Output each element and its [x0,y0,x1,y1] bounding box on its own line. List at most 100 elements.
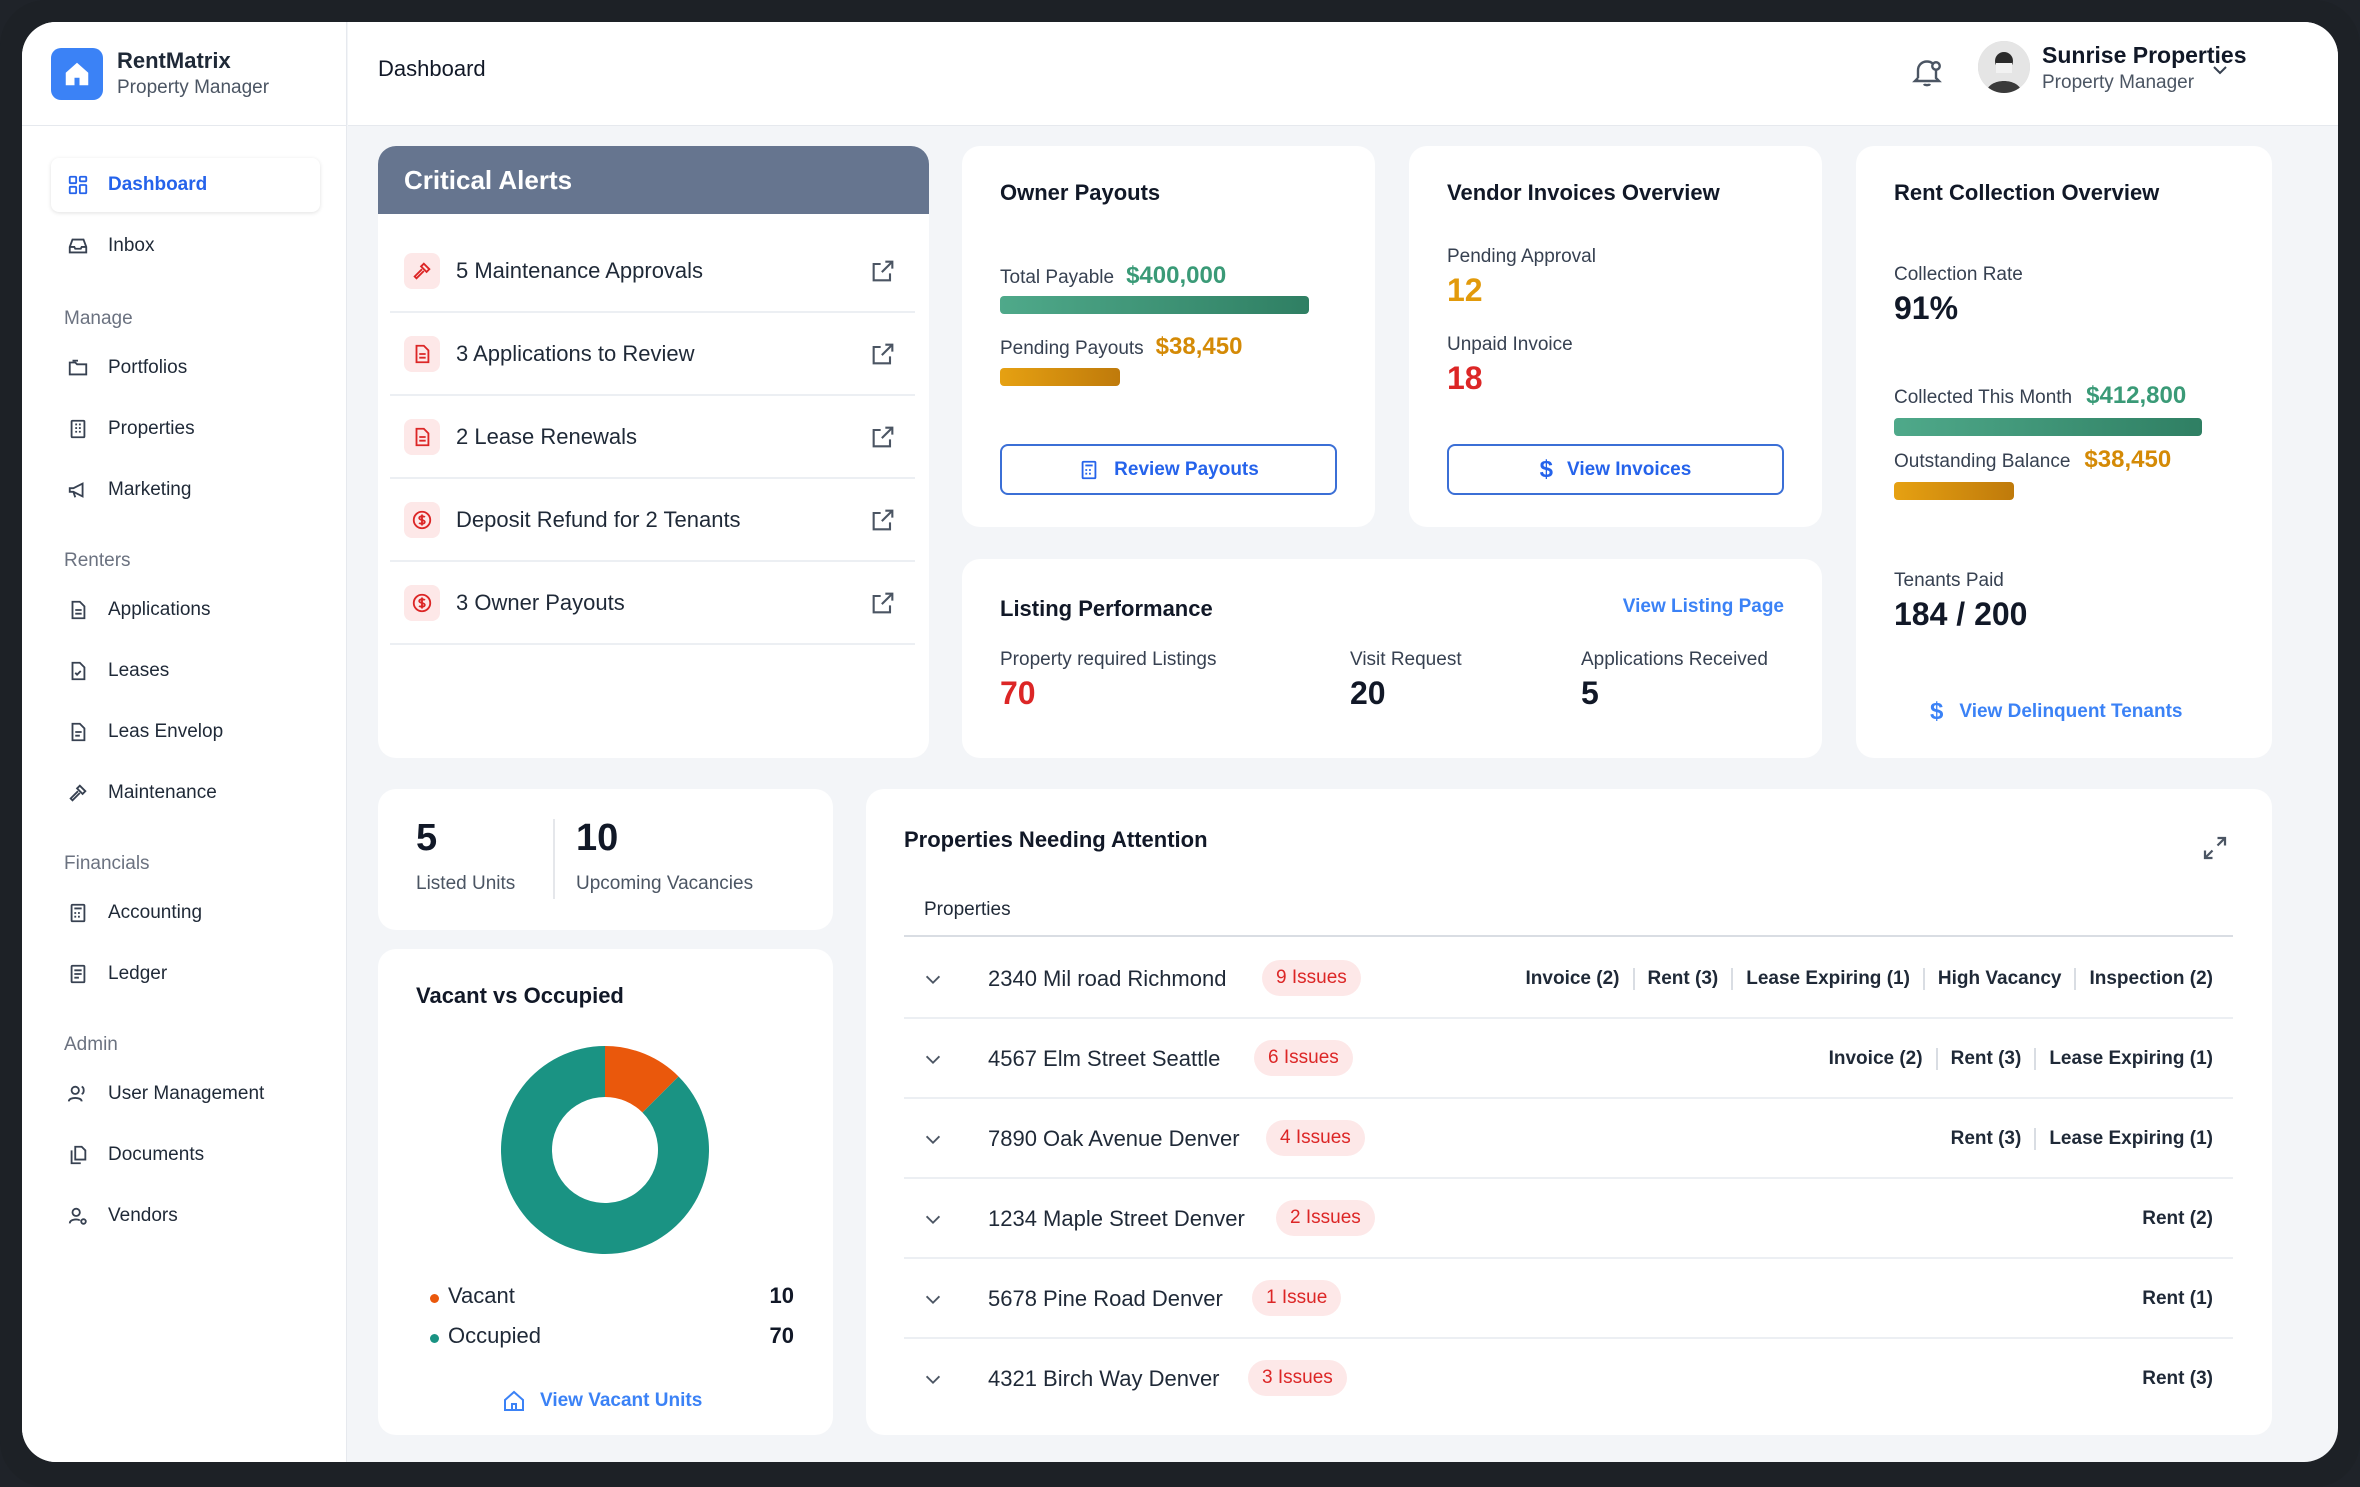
table-header: Properties [904,883,2233,937]
review-payouts-button[interactable]: Review Payouts [1000,444,1337,495]
chevron-down-icon[interactable] [922,1049,944,1071]
view-invoices-button[interactable]: $ View Invoices [1447,444,1784,495]
chevron-down-icon[interactable] [2208,58,2232,82]
units-summary-card: 5 Listed Units 10 Upcoming Vacancies [378,789,833,930]
listing-stat-value: 5 [1581,675,1599,711]
page-title: Dashboard [378,56,486,81]
alert-item[interactable]: 3 Owner Payouts [390,562,915,645]
file-icon [67,599,89,621]
external-link-icon[interactable] [869,506,897,534]
chevron-down-icon[interactable] [922,1129,944,1151]
pending-payouts-label: Pending Payouts [1000,338,1144,359]
external-link-icon[interactable] [869,589,897,617]
issue-tag[interactable]: Rent (3) [1950,1128,2022,1149]
sidebar-item-ledger[interactable]: Ledger [51,947,320,1001]
issue-tag[interactable]: Rent (3) [1935,1048,2035,1070]
issue-tags: Rent (3) [2129,1368,2213,1390]
issue-tag[interactable]: Invoice (2) [1525,968,1620,989]
section-admin: Admin [64,1034,118,1055]
pending-payouts-value: $38,450 [1155,333,1243,360]
view-delinquent-tenants-link[interactable]: $ View Delinquent Tenants [1930,698,2182,726]
issues-badge: 4 Issues [1266,1120,1365,1156]
alert-item[interactable]: 5 Maintenance Approvals [390,230,915,313]
sidebar-item-properties[interactable]: Properties [51,402,320,456]
alert-item[interactable]: 2 Lease Renewals [390,396,915,479]
avatar[interactable] [1978,41,2030,93]
alert-item[interactable]: 3 Applications to Review [390,313,915,396]
chevron-down-icon[interactable] [922,1369,944,1391]
table-row[interactable]: 4321 Birch Way Denver 3 Issues Rent (3) [904,1339,2233,1419]
calculator-icon [67,902,89,924]
table-row[interactable]: 5678 Pine Road Denver 1 Issue Rent (1) [904,1259,2233,1339]
listing-stat-value: 20 [1350,675,1386,711]
legend-label: Occupied [448,1323,541,1348]
user-role: Property Manager [2042,72,2195,93]
chevron-down-icon[interactable] [922,969,944,991]
hammer-icon [404,252,440,289]
sidebar-item-documents[interactable]: Documents [51,1128,320,1182]
table-row[interactable]: 1234 Maple Street Denver 2 Issues Rent (… [904,1179,2233,1259]
view-listing-page-link[interactable]: View Listing Page [1622,596,1784,617]
issue-tag[interactable]: Rent (3) [1632,968,1732,990]
section-manage: Manage [64,308,133,329]
property-name: 5678 Pine Road Denver [988,1286,1223,1311]
sidebar-item-label: Leas Envelop [108,721,224,742]
legend-item-vacant: Vacant 10 [430,1283,794,1323]
listing-stat-label: Applications Received [1581,649,1768,670]
sidebar-item-accounting[interactable]: Accounting [51,886,320,940]
sidebar-item-portfolios[interactable]: Portfolios [51,341,320,395]
issue-tag[interactable]: Lease Expiring (1) [1731,968,1923,990]
donut-slice-occupied [501,1046,709,1254]
notification-bell-icon[interactable] [1909,54,1945,90]
review-payouts-label: Review Payouts [1114,458,1259,480]
brand: RentMatrix Property Manager [22,22,346,126]
alert-label: 5 Maintenance Approvals [456,257,704,283]
outstanding-bar [1894,482,2014,500]
chevron-down-icon[interactable] [922,1209,944,1231]
table-row[interactable]: 7890 Oak Avenue Denver 4 Issues Rent (3)… [904,1099,2233,1179]
lease-icon [67,660,89,682]
sidebar-item-label: Vendors [108,1205,178,1226]
file-icon [404,335,440,372]
top-header: Dashboard Sunrise Properties Property Ma… [348,22,2338,126]
external-link-icon[interactable] [869,257,897,285]
issue-tags: Invoice (2) Rent (3) Lease Expiring (1) … [1513,968,2213,990]
listing-stat-label: Visit Request [1350,649,1462,670]
sidebar-item-vendors[interactable]: Vendors [51,1189,320,1243]
sidebar-item-inbox[interactable]: Inbox [51,219,320,273]
expand-icon[interactable] [2200,833,2230,863]
vacancy-title: Vacant vs Occupied [416,983,624,1008]
sidebar-item-leases[interactable]: Leases [51,644,320,698]
table-row[interactable]: 4567 Elm Street Seattle 6 Issues Invoice… [904,1019,2233,1099]
outstanding-balance-value: $38,450 [2084,446,2172,473]
sidebar-item-user-management[interactable]: User Management [51,1067,320,1121]
properties-attention-card: Properties Needing Attention Properties … [866,789,2272,1435]
sidebar-item-dashboard[interactable]: Dashboard [51,158,320,212]
issue-tag[interactable]: Lease Expiring (1) [2034,1128,2213,1150]
sidebar-item-maintenance[interactable]: Maintenance [51,766,320,820]
issue-tag[interactable]: Invoice (2) [1828,1048,1923,1069]
alert-item[interactable]: Deposit Refund for 2 Tenants [390,479,915,562]
issue-tag[interactable]: Lease Expiring (1) [2034,1048,2213,1070]
pending-approval-label: Pending Approval [1447,246,1596,267]
issue-tag[interactable]: High Vacancy [1922,968,2075,990]
dollar-icon: $ [1539,455,1554,483]
issue-tag[interactable]: Inspection (2) [2074,968,2213,990]
issue-tag[interactable]: Rent (3) [2142,1368,2213,1389]
sidebar-item-marketing[interactable]: Marketing [51,463,320,517]
table-row[interactable]: 2340 Mil road Richmond 9 Issues Invoice … [904,939,2233,1019]
listing-performance-title: Listing Performance [1000,596,1213,621]
issue-tag[interactable]: Rent (2) [2142,1208,2213,1229]
legend-value: 10 [769,1283,794,1308]
external-link-icon[interactable] [869,340,897,368]
sidebar-item-applications[interactable]: Applications [51,583,320,637]
sidebar-item-leas-envelop[interactable]: Leas Envelop [51,705,320,759]
view-vacant-units-link[interactable]: View Vacant Units [502,1389,702,1413]
property-name: 1234 Maple Street Denver [988,1206,1245,1231]
outstanding-balance-label: Outstanding Balance [1894,451,2071,472]
issue-tag[interactable]: Rent (1) [2142,1288,2213,1309]
external-link-icon[interactable] [869,423,897,451]
owner-payouts-card: Owner Payouts Total Payable $400,000 Pen… [962,146,1375,527]
chevron-down-icon[interactable] [922,1289,944,1311]
